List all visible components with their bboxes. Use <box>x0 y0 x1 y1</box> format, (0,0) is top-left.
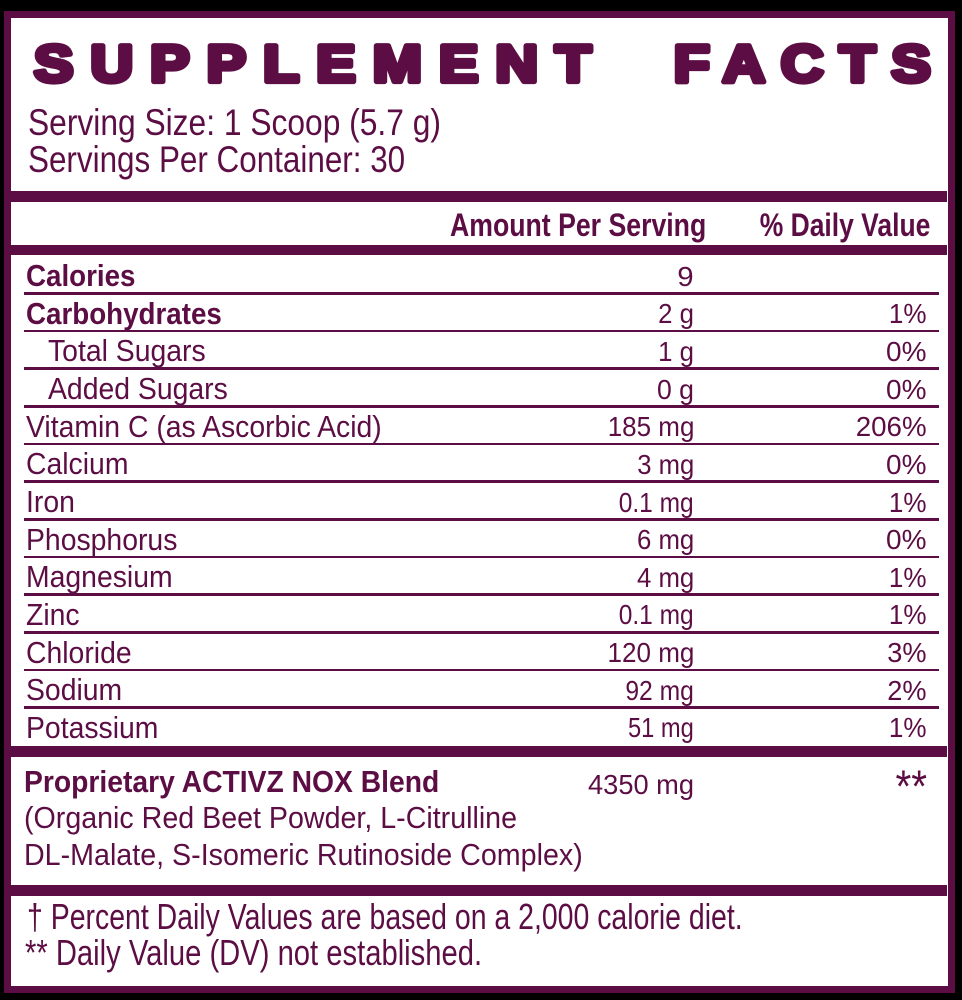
svg-text:SUPPLEMENT: SUPPLEMENT <box>34 35 608 93</box>
svg-text:FACTS: FACTS <box>674 35 947 93</box>
